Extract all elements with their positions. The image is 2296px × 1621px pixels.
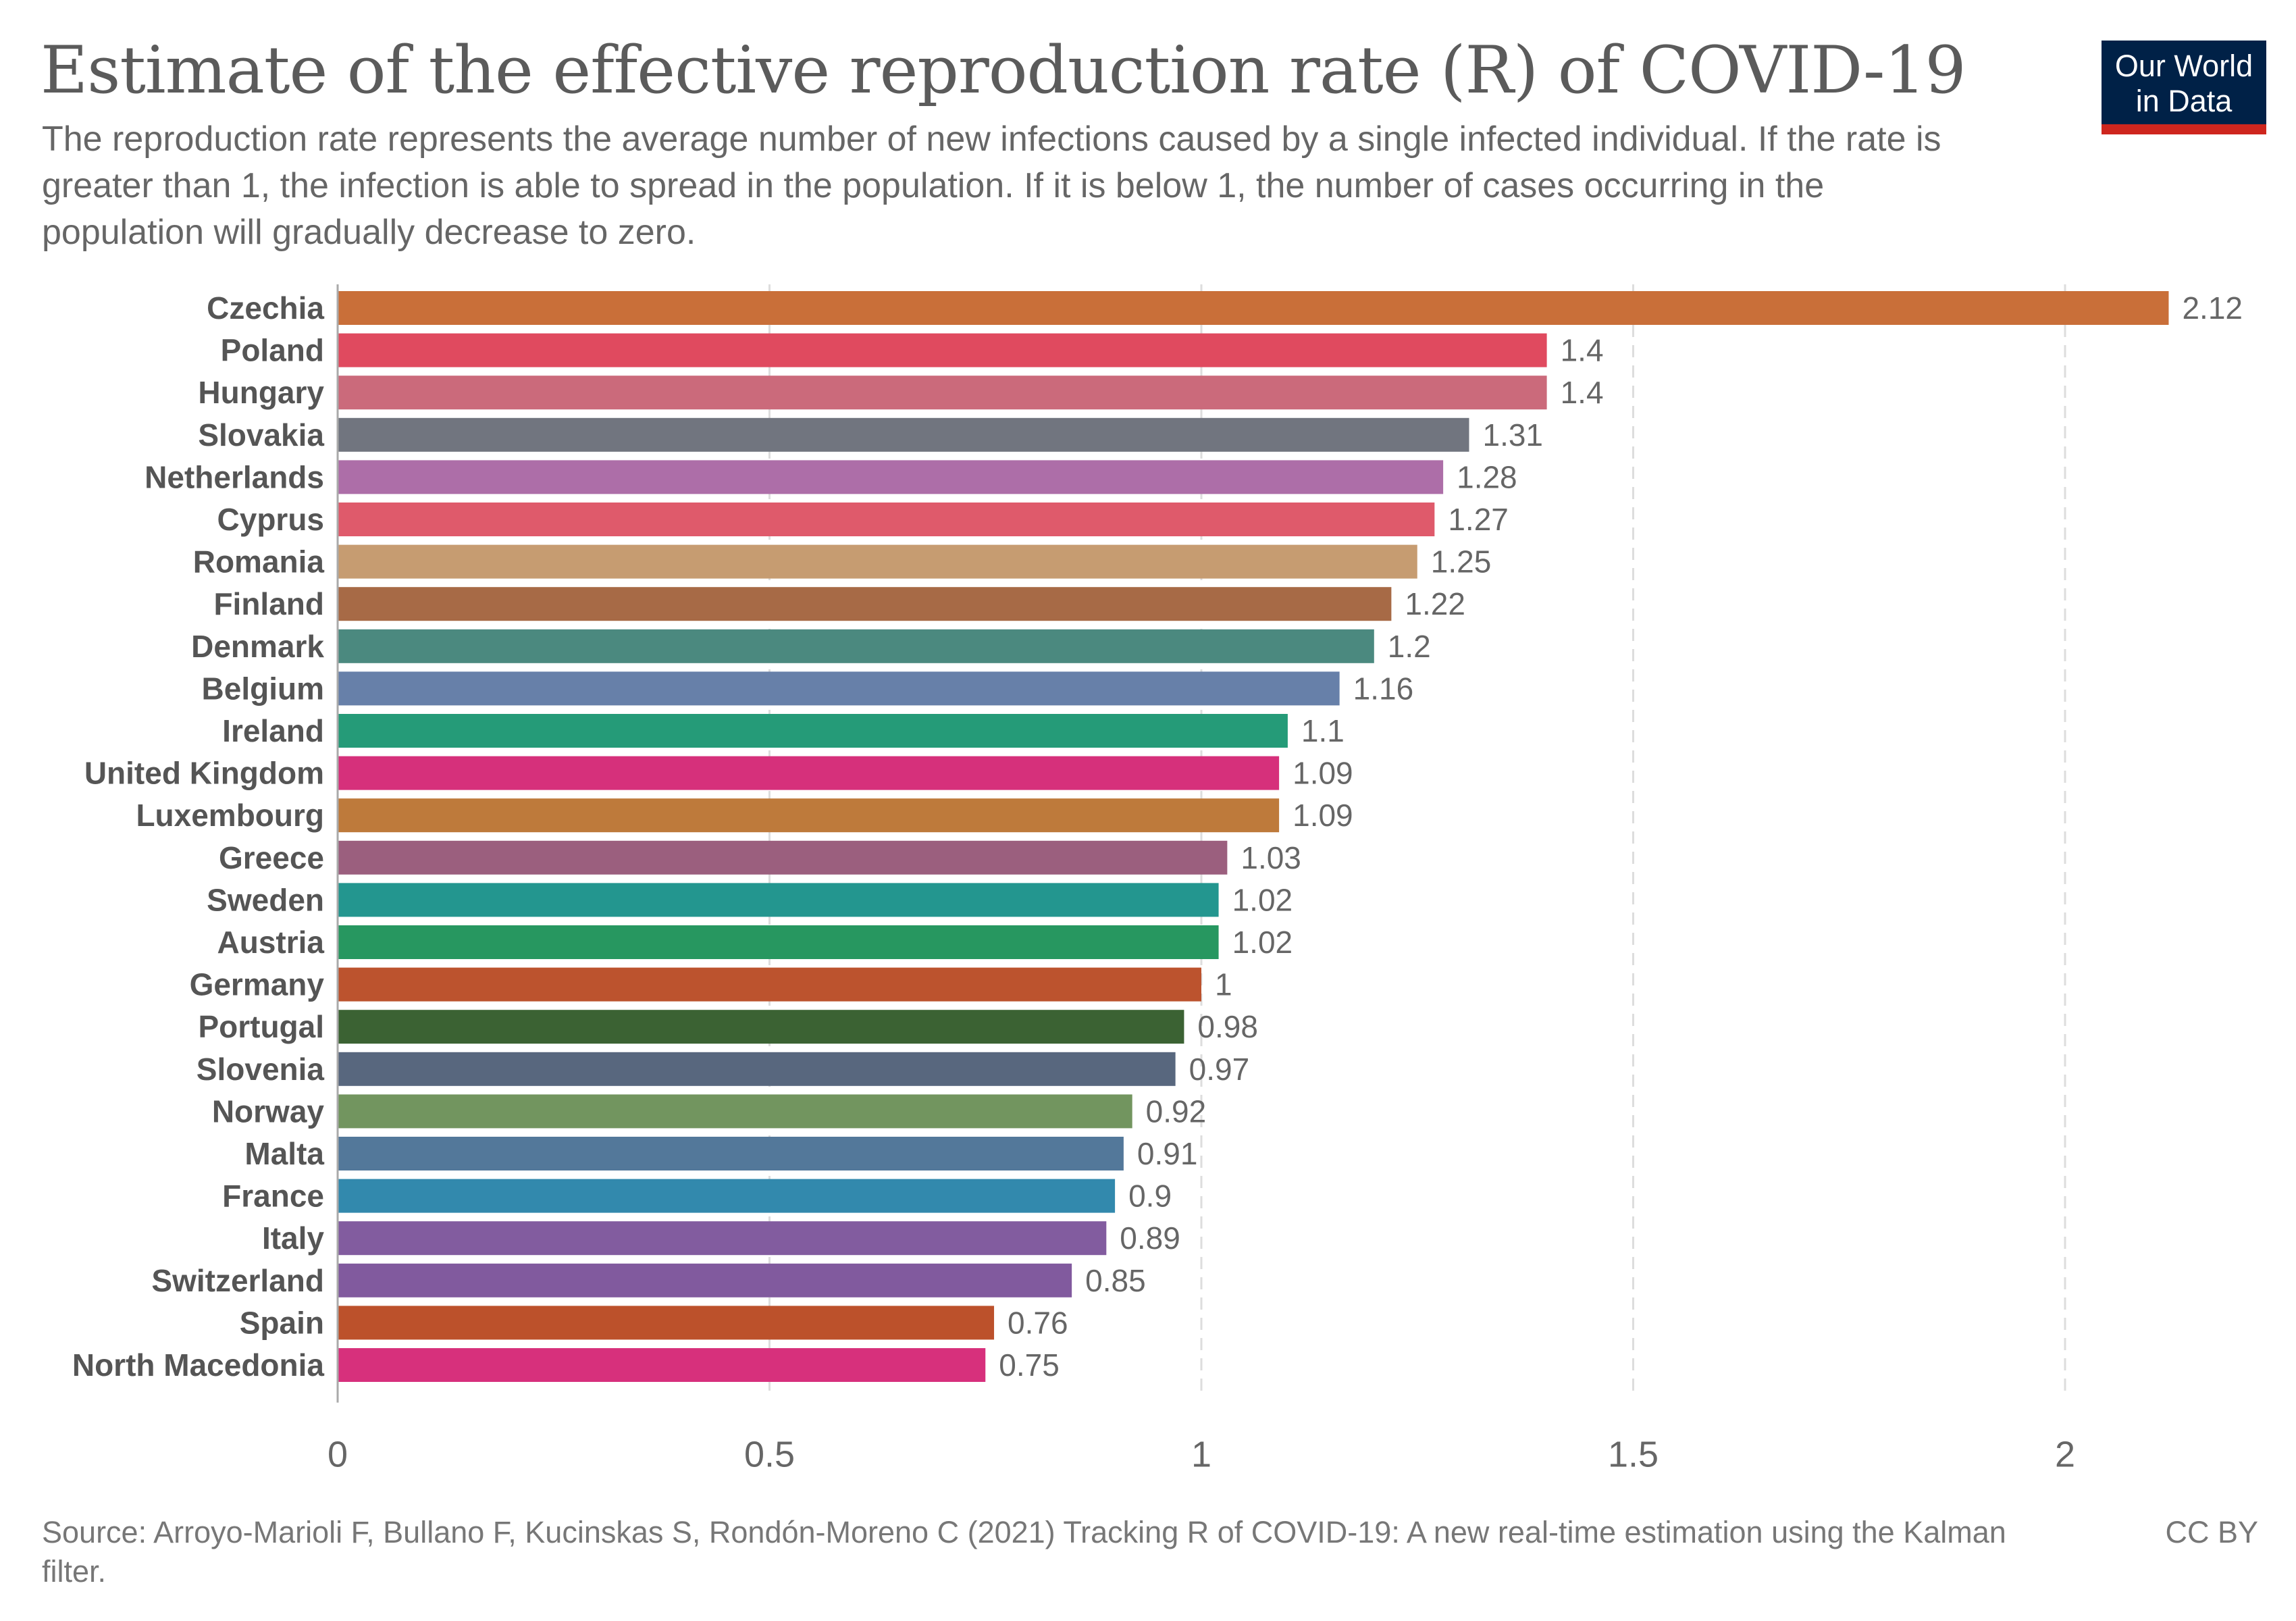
chart-title: Estimate of the effective reproduction r…: [41, 32, 1966, 108]
bar[interactable]: [338, 1306, 995, 1340]
bar[interactable]: [338, 417, 1469, 452]
category-label: United Kingdom: [84, 756, 324, 791]
value-label: 1.02: [1232, 882, 1293, 917]
bar[interactable]: [338, 587, 1392, 621]
bar[interactable]: [338, 1179, 1116, 1213]
bar[interactable]: [338, 967, 1201, 1002]
category-labels: Czechia Poland Hungary Slovakia Netherlands C…: [72, 290, 325, 1383]
value-label: 1.09: [1293, 756, 1353, 791]
bar[interactable]: [338, 544, 1417, 579]
value-label: 1.2: [1388, 629, 1431, 664]
category-label: Netherlands: [145, 459, 324, 494]
value-label: 1.4: [1561, 375, 1604, 410]
bar[interactable]: [338, 1010, 1184, 1044]
value-label: 1.03: [1241, 840, 1301, 875]
category-label: Malta: [244, 1136, 324, 1171]
x-axis-ticks: 0 0.5 1 1.5 2: [328, 1435, 2075, 1475]
category-label: Spain: [240, 1305, 324, 1340]
category-label: Denmark: [191, 629, 324, 664]
category-label: Hungary: [198, 375, 324, 410]
bar[interactable]: [338, 1094, 1132, 1129]
bar[interactable]: [338, 840, 1228, 875]
bar[interactable]: [338, 333, 1547, 367]
category-label: Slovakia: [198, 417, 324, 453]
value-label: 1.1: [1301, 713, 1345, 748]
bars: [338, 291, 2169, 1382]
value-label: 1.27: [1448, 502, 1509, 537]
value-label: 0.91: [1137, 1136, 1198, 1171]
category-label: Austria: [217, 925, 325, 960]
value-labels: 2.12 1.4 1.4 1.31 1.28 1.27 1.25 1.22 1.2 1.161.1…: [999, 290, 2243, 1383]
category-label: Romania: [193, 544, 325, 580]
bar[interactable]: [338, 1137, 1124, 1170]
bar[interactable]: [338, 671, 1340, 706]
value-label: 0.89: [1120, 1220, 1180, 1256]
bar[interactable]: [338, 629, 1374, 663]
logo-line-1: Our World: [2114, 49, 2253, 83]
category-label: Belgium: [202, 671, 324, 706]
logo-line-2: in Data: [2135, 84, 2233, 118]
value-label: 1.02: [1232, 925, 1293, 960]
category-label: Portugal: [198, 1009, 324, 1044]
value-label: 0.76: [1008, 1305, 1068, 1340]
value-label: 1.16: [1353, 671, 1414, 706]
bar[interactable]: [338, 798, 1280, 833]
value-label: 1.28: [1457, 459, 1517, 494]
value-label: 1: [1215, 967, 1232, 1002]
value-label: 0.85: [1085, 1263, 1146, 1298]
bar[interactable]: [338, 460, 1444, 494]
value-label: 1.31: [1482, 417, 1543, 453]
value-label: 1.4: [1561, 333, 1604, 368]
bar[interactable]: [338, 756, 1280, 790]
category-label: Switzerland: [151, 1263, 324, 1298]
category-label: Cyprus: [217, 502, 324, 537]
source-note: Source: Arroyo-Marioli F, Bullano F, Kuc…: [42, 1515, 2006, 1589]
category-label: Finland: [213, 586, 324, 621]
x-tick-label: 2: [2055, 1435, 2075, 1475]
category-label: Slovenia: [197, 1052, 325, 1087]
value-label: 0.9: [1128, 1179, 1172, 1214]
bar[interactable]: [338, 1052, 1176, 1086]
value-label: 1.09: [1293, 798, 1353, 833]
category-label: Ireland: [222, 713, 324, 748]
value-label: 1.22: [1405, 586, 1465, 621]
category-label: Italy: [262, 1220, 324, 1256]
license-link[interactable]: CC BY: [2165, 1515, 2258, 1549]
bar[interactable]: [338, 1348, 986, 1382]
category-label: North Macedonia: [72, 1347, 325, 1383]
category-label: Poland: [221, 333, 324, 368]
value-label: 2.12: [2182, 290, 2243, 326]
bar[interactable]: [338, 925, 1219, 959]
bar[interactable]: [338, 376, 1547, 410]
category-label: Greece: [219, 840, 324, 875]
category-label: Sweden: [207, 882, 324, 917]
category-label: Germany: [190, 967, 325, 1002]
value-label: 0.75: [999, 1347, 1060, 1383]
bar[interactable]: [338, 1221, 1107, 1256]
bar[interactable]: [338, 291, 2169, 325]
value-label: 0.98: [1197, 1009, 1258, 1044]
category-label: Norway: [212, 1093, 325, 1129]
category-label: Czechia: [207, 290, 324, 326]
owid-logo[interactable]: Our World in Data: [2102, 41, 2266, 134]
bar[interactable]: [338, 883, 1219, 917]
bar[interactable]: [338, 714, 1288, 748]
logo-accent-bar: [2102, 124, 2266, 134]
bar[interactable]: [338, 503, 1435, 536]
value-label: 1.25: [1431, 544, 1492, 580]
chart-subtitle: The reproduction rate represents the ave…: [42, 120, 1941, 252]
x-tick-label: 0.5: [744, 1435, 795, 1475]
value-label: 0.92: [1146, 1093, 1207, 1129]
bar[interactable]: [338, 1263, 1072, 1297]
x-tick-label: 1: [1191, 1435, 1211, 1475]
category-label: Luxembourg: [136, 798, 324, 833]
value-label: 0.97: [1189, 1052, 1250, 1087]
x-tick-label: 1.5: [1608, 1435, 1659, 1475]
x-tick-label: 0: [328, 1435, 348, 1475]
category-label: France: [222, 1179, 324, 1214]
